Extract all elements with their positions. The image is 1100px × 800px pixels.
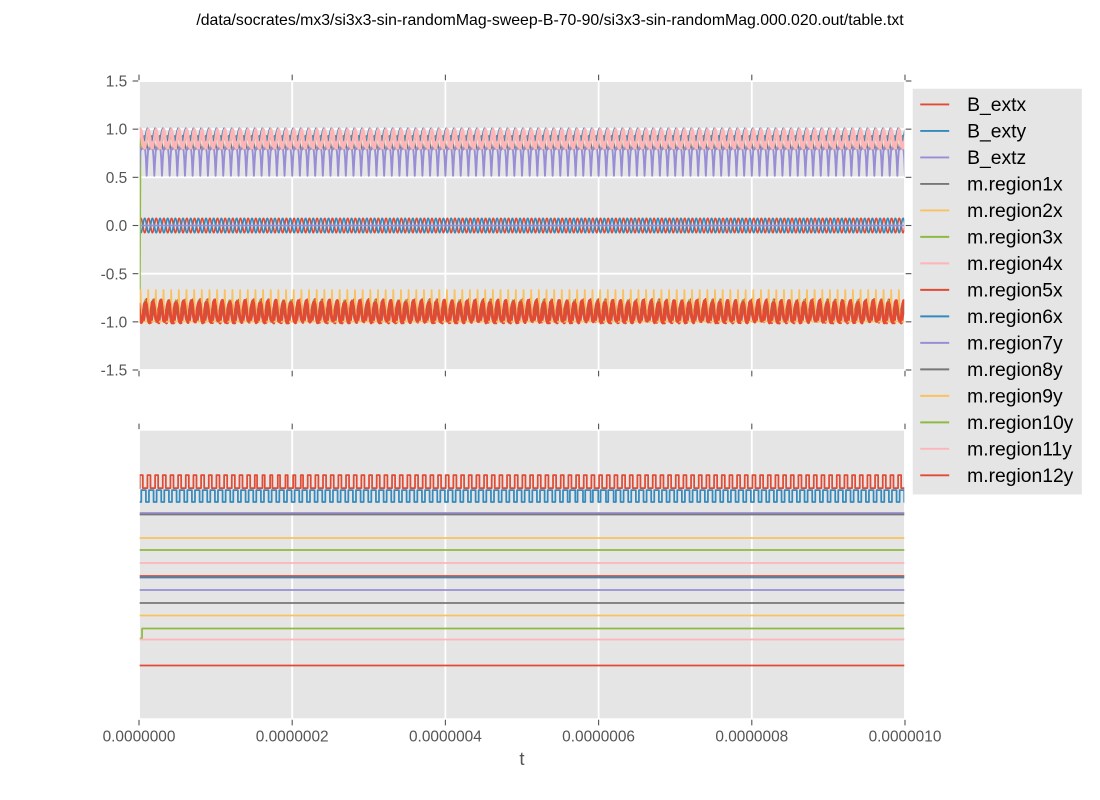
svg-text:0.0000006: 0.0000006: [562, 728, 635, 745]
svg-text:m.region7y: m.region7y: [967, 334, 1063, 355]
svg-text:t: t: [519, 748, 525, 769]
svg-text:0.0000002: 0.0000002: [256, 728, 329, 745]
svg-text:B_extx: B_extx: [967, 95, 1026, 116]
svg-text:m.region9y: m.region9y: [967, 387, 1063, 408]
svg-text:m.region10y: m.region10y: [967, 413, 1074, 434]
svg-text:m.region12y: m.region12y: [967, 466, 1074, 487]
svg-text:0.0000004: 0.0000004: [409, 728, 482, 745]
svg-text:m.region1x: m.region1x: [967, 175, 1063, 196]
svg-text:m.region3x: m.region3x: [967, 228, 1063, 249]
svg-text:/data/socrates/mx3/si3x3-sin-r: /data/socrates/mx3/si3x3-sin-randomMag-s…: [196, 12, 904, 29]
svg-text:m.region8y: m.region8y: [967, 360, 1063, 381]
svg-text:B_exty: B_exty: [967, 122, 1026, 143]
svg-text:0.5: 0.5: [106, 170, 127, 187]
svg-text:m.region4x: m.region4x: [967, 254, 1063, 275]
svg-text:m.region2x: m.region2x: [967, 201, 1063, 222]
svg-text:m.region5x: m.region5x: [967, 281, 1063, 302]
svg-text:0.0000010: 0.0000010: [869, 728, 942, 745]
svg-text:0.0000008: 0.0000008: [715, 728, 788, 745]
svg-text:-0.5: -0.5: [101, 266, 128, 283]
svg-text:0.0000000: 0.0000000: [103, 728, 176, 745]
svg-text:-1.0: -1.0: [101, 314, 128, 331]
svg-text:1.0: 1.0: [106, 122, 127, 139]
svg-text:0.0: 0.0: [106, 218, 127, 235]
svg-text:m.region6x: m.region6x: [967, 307, 1063, 328]
svg-text:1.5: 1.5: [106, 74, 127, 91]
svg-text:m.region11y: m.region11y: [967, 440, 1072, 461]
svg-text:B_extz: B_extz: [967, 148, 1026, 169]
svg-text:-1.5: -1.5: [101, 363, 128, 380]
